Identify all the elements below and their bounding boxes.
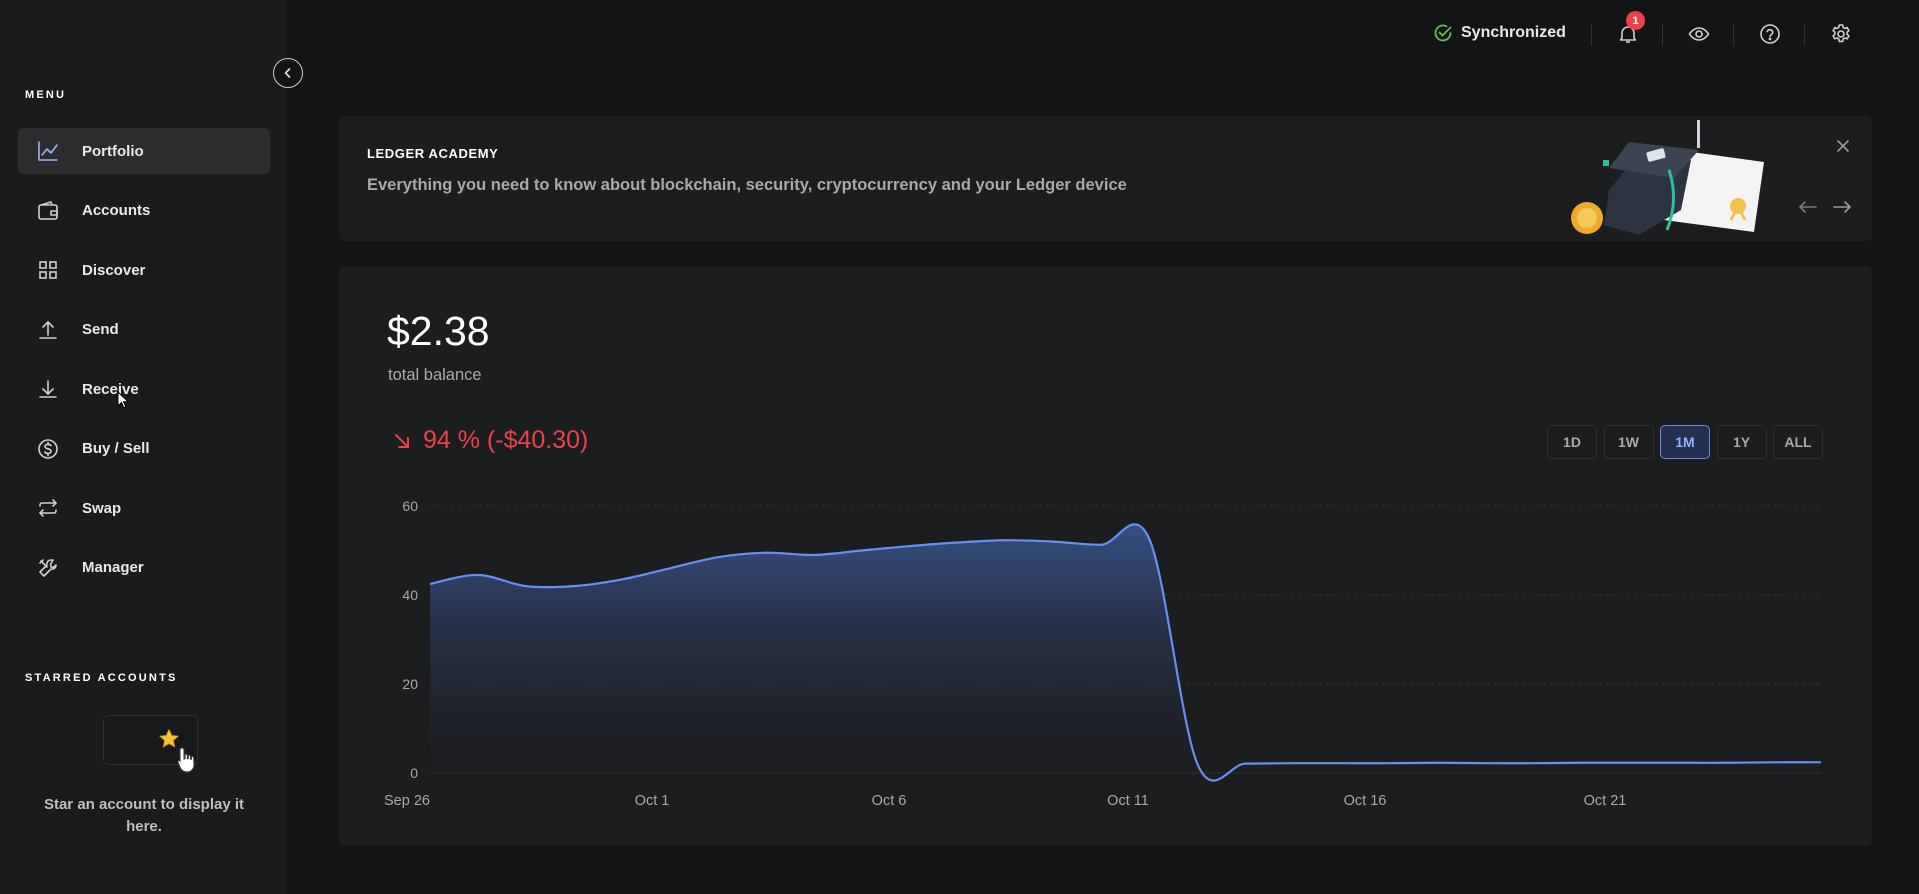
sidebar-item-receive[interactable]: Receive — [18, 366, 270, 412]
range-1m-button[interactable]: 1M — [1660, 425, 1710, 459]
chart-x-tick-label: Oct 21 — [1584, 793, 1627, 809]
settings-icon[interactable] — [1829, 22, 1853, 46]
ledger-academy-banner[interactable]: LEDGER ACADEMY Everything you need to kn… — [339, 116, 1872, 241]
sidebar-item-label: Portfolio — [82, 142, 144, 160]
chart-x-tick-label: Oct 16 — [1344, 793, 1387, 809]
topbar-divider — [1662, 24, 1663, 46]
academy-illustration — [1571, 120, 1764, 235]
notification-badge: 1 — [1626, 11, 1645, 30]
close-icon[interactable] — [1835, 138, 1851, 159]
eye-icon[interactable] — [1687, 22, 1711, 46]
sidebar-item-accounts[interactable]: Accounts — [18, 188, 270, 234]
grid-icon — [36, 258, 60, 282]
sync-status-label: Synchronized — [1461, 24, 1566, 41]
hand-cursor-icon — [174, 745, 200, 780]
dollar-circle-icon — [36, 437, 60, 461]
balance-change: 94 % (-$40.30) — [393, 426, 588, 455]
sidebar-item-label: Discover — [82, 261, 146, 279]
banner-description: Everything you need to know about blockc… — [367, 176, 1127, 194]
chart-x-tick-label: Oct 1 — [635, 793, 670, 809]
tools-icon — [36, 556, 60, 580]
chart-x-tick-label: Sep 26 — [384, 793, 430, 809]
range-1d-button[interactable]: 1D — [1547, 425, 1597, 459]
mouse-cursor-icon — [117, 390, 130, 414]
chart-series-line — [429, 523, 1822, 782]
sidebar-item-portfolio[interactable]: Portfolio — [18, 128, 270, 174]
check-circle-icon — [1433, 23, 1453, 43]
sidebar-item-send[interactable]: Send — [18, 307, 270, 353]
topbar-divider — [1733, 24, 1734, 46]
sidebar-item-label: Send — [82, 321, 119, 338]
sidebar-item-label: Manager — [82, 559, 144, 576]
menu-title: MENU — [25, 89, 67, 101]
range-1y-button[interactable]: 1Y — [1716, 425, 1767, 459]
starred-accounts-empty-text: Star an account to display it here. — [43, 796, 245, 835]
wallet-icon — [36, 199, 60, 223]
banner-title: LEDGER ACADEMY — [367, 146, 499, 161]
sidebar-collapse-button[interactable] — [273, 58, 303, 88]
sidebar: MENU Portfolio Accounts Discover — [0, 0, 287, 894]
chevron-left-icon — [282, 67, 294, 79]
download-icon — [36, 377, 60, 401]
arrow-right-icon[interactable] — [1832, 200, 1852, 219]
starred-accounts-title: STARRED ACCOUNTS — [25, 672, 178, 684]
sidebar-item-buy-sell[interactable]: Buy / Sell — [18, 426, 270, 472]
chart-y-tick-label: 60 — [402, 498, 418, 514]
portfolio-chart[interactable]: 0 20 40 60 Sep 26 Oct 1 Oct 6 Oct 11 Oct 16 Oct 2… — [339, 266, 1872, 846]
range-selector: 1D 1W 1M 1Y ALL — [1547, 425, 1830, 459]
total-balance-label: total balance — [388, 366, 482, 384]
star-icon — [158, 728, 180, 755]
sidebar-item-label: Swap — [82, 499, 122, 517]
sidebar-item-swap[interactable]: Swap — [18, 485, 270, 531]
sync-status[interactable]: Synchronized — [1433, 23, 1566, 43]
sidebar-item-manager[interactable]: Manager — [18, 545, 270, 591]
portfolio-balance-card: $2.38 total balance 94 % (-$40.30) 1D 1W… — [339, 266, 1872, 846]
chart-y-tick-label: 20 — [402, 676, 418, 692]
sidebar-item-discover[interactable]: Discover — [18, 247, 270, 293]
chart-y-tick-label: 40 — [402, 587, 418, 603]
chart-line-icon — [36, 139, 60, 163]
chart-y-tick-label: 0 — [410, 765, 418, 781]
starred-accounts-illustration — [103, 715, 198, 773]
balance-change-value: 94 % (-$40.30) — [423, 426, 589, 454]
topbar-divider — [1804, 24, 1805, 46]
sidebar-item-label: Accounts — [82, 202, 151, 219]
help-icon[interactable] — [1758, 22, 1782, 46]
range-all-button[interactable]: ALL — [1773, 425, 1823, 459]
sidebar-item-label: Receive — [82, 380, 139, 398]
sidebar-nav: Portfolio Accounts Discover Send — [18, 128, 270, 604]
sidebar-item-label: Buy / Sell — [82, 440, 150, 457]
chart-x-tick-label: Oct 11 — [1107, 793, 1149, 809]
arrow-down-right-icon — [393, 432, 411, 450]
topbar-divider — [1591, 24, 1592, 46]
chart-x-tick-label: Oct 6 — [872, 793, 907, 809]
upload-icon — [36, 318, 60, 342]
swap-arrows-icon — [36, 496, 60, 520]
arrow-left-icon[interactable] — [1798, 200, 1818, 219]
chart-area-fill — [430, 524, 1821, 781]
range-1w-button[interactable]: 1W — [1603, 425, 1654, 459]
total-balance-value: $2.38 — [387, 308, 490, 354]
